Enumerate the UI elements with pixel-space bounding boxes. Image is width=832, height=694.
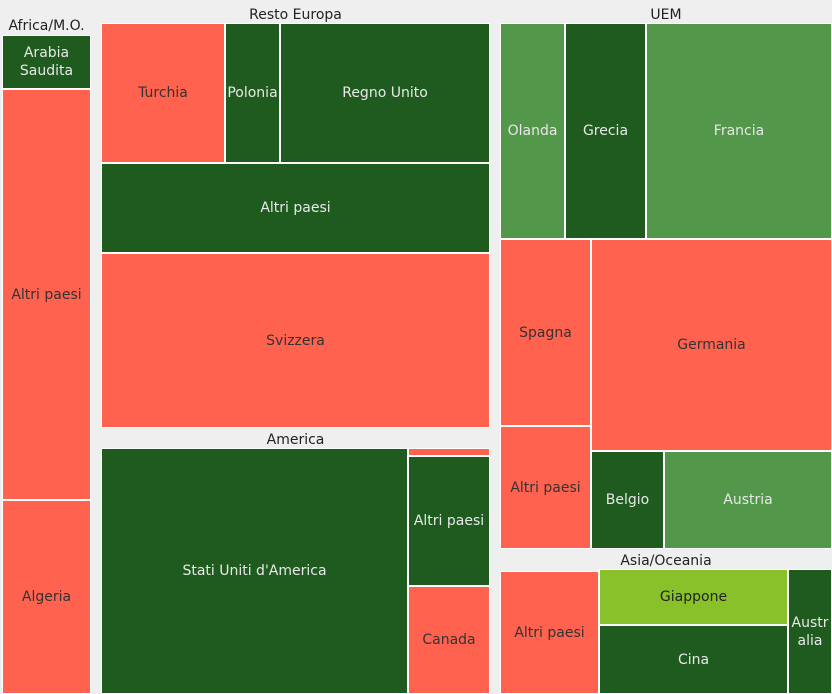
group-title-america: America — [266, 432, 325, 448]
treemap-cell-cina[interactable]: Cina — [599, 625, 788, 694]
cell-label: Altri paesi — [514, 624, 585, 641]
treemap-cell-america-small[interactable] — [408, 448, 490, 456]
treemap-cell-uem-altri-paesi[interactable]: Altri paesi — [500, 426, 591, 549]
cell-label: Cina — [677, 651, 710, 668]
treemap-cell-olanda[interactable]: Olanda — [500, 23, 565, 239]
cell-label: Regno Unito — [342, 85, 428, 101]
treemap-cell-stati-uniti[interactable]: Stati Uniti d'America — [101, 448, 408, 694]
cell-label: Canada — [422, 632, 476, 648]
treemap-cell-asia-altri-paesi[interactable]: Altri paesi — [500, 571, 599, 694]
group-title-africa: Africa/M.O. — [8, 18, 85, 34]
cell-label: Altri paesi — [413, 513, 485, 529]
treemap-cell-canada[interactable]: Canada — [408, 586, 490, 694]
treemap-cell-africa-altri-paesi[interactable]: Altri paesi — [2, 89, 91, 500]
group-title-asia-oceania: Asia/Oceania — [620, 553, 712, 569]
treemap-cell-turchia[interactable]: Turchia — [101, 23, 225, 163]
cell-label: Francia — [713, 123, 765, 139]
cell-label: Belgio — [605, 492, 650, 508]
cell-label: Arabia Saudita — [19, 45, 74, 79]
treemap-cell-polonia[interactable]: Polonia — [225, 23, 280, 163]
cell-label: Altri paesi — [260, 200, 331, 216]
treemap-cell-austria[interactable]: Austria — [664, 451, 832, 549]
cell-label: Turchia — [138, 85, 188, 101]
treemap-cell-svizzera[interactable]: Svizzera — [101, 253, 490, 428]
treemap-cell-giappone[interactable]: Giappone — [599, 569, 788, 625]
cell-label: Austria — [723, 492, 773, 508]
cell-label: Australia — [791, 614, 829, 649]
treemap-cell-regno-unito[interactable]: Regno Unito — [280, 23, 490, 163]
cell-label: Olanda — [507, 123, 558, 139]
treemap-cell-arabia-saudita[interactable]: Arabia Saudita — [2, 35, 91, 89]
cell-label: Grecia — [582, 123, 629, 139]
cell-label: Svizzera — [266, 332, 325, 349]
treemap-cell-europa-altri-paesi[interactable]: Altri paesi — [101, 163, 490, 253]
treemap-cell-grecia[interactable]: Grecia — [565, 23, 646, 239]
treemap-cell-algeria[interactable]: Algeria — [2, 500, 91, 694]
treemap-cell-belgio[interactable]: Belgio — [591, 451, 664, 549]
cell-label: Altri paesi — [11, 286, 82, 303]
treemap-cell-francia[interactable]: Francia — [646, 23, 832, 239]
cell-label: Altri paesi — [510, 479, 581, 496]
group-title-resto-europa: Resto Europa — [249, 7, 342, 23]
cell-label: Germania — [677, 337, 746, 353]
treemap-cell-america-altri-paesi[interactable]: Altri paesi — [408, 456, 490, 586]
cell-label: Stati Uniti d'America — [182, 563, 327, 579]
treemap-cell-spagna[interactable]: Spagna — [500, 239, 591, 426]
treemap-cell-australia[interactable]: Australia — [788, 569, 832, 694]
treemap-cell-germania[interactable]: Germania — [591, 239, 832, 451]
cell-label: Algeria — [21, 589, 72, 605]
cell-label: Polonia — [227, 85, 278, 101]
group-title-uem: UEM — [650, 7, 682, 23]
cell-label: Giappone — [659, 589, 728, 605]
cell-label: Spagna — [519, 324, 572, 341]
